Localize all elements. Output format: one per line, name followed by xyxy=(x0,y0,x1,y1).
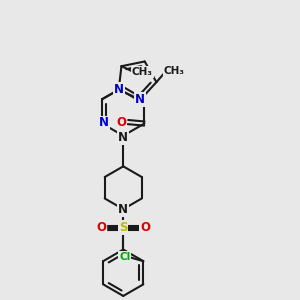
Text: O: O xyxy=(116,116,127,129)
Text: N: N xyxy=(99,116,109,130)
Text: CH₃: CH₃ xyxy=(164,66,185,76)
Text: O: O xyxy=(140,221,150,234)
Text: N: N xyxy=(114,83,124,96)
Text: Cl: Cl xyxy=(119,252,130,262)
Text: N: N xyxy=(118,202,128,216)
Text: O: O xyxy=(96,221,106,234)
Text: CH₃: CH₃ xyxy=(132,67,153,77)
Text: N: N xyxy=(135,93,145,106)
Text: N: N xyxy=(118,131,128,144)
Text: S: S xyxy=(119,221,128,234)
